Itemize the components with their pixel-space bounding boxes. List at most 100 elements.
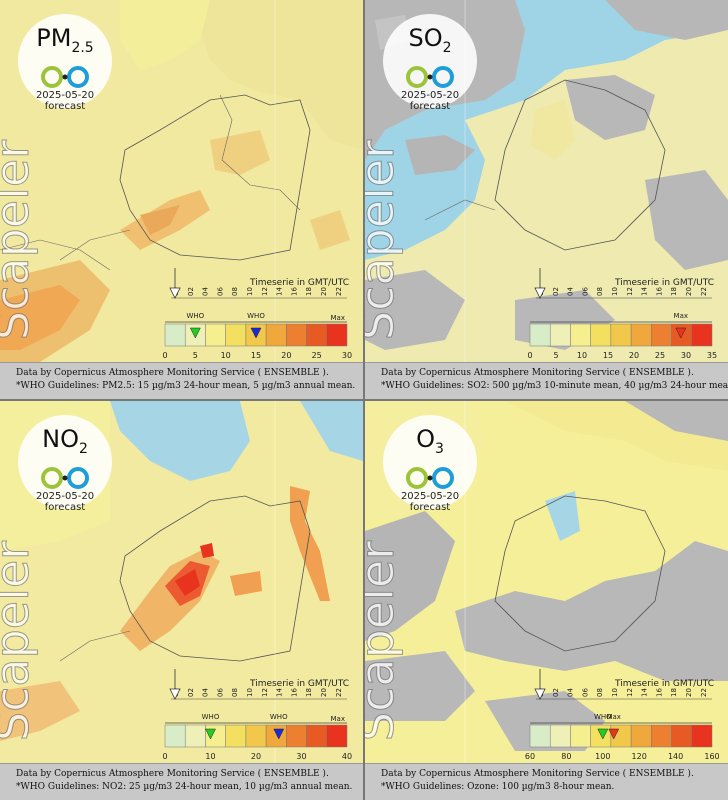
hour-tick-label: 12 (626, 688, 634, 697)
forecast-date: 2025-05-20 (35, 490, 95, 502)
marker-label: WHO (247, 312, 265, 320)
hour-tick-label: 04 (202, 688, 210, 697)
forecast-label: forecast (409, 100, 451, 112)
hour-tick-label: 14 (276, 287, 284, 296)
scale-cell (286, 724, 307, 748)
scapeler-watermark: Scapeler (0, 540, 40, 741)
scale-cell (691, 323, 713, 347)
footer-attribution: Data by Copernicus Atmosphere Monitoring… (0, 763, 363, 800)
hour-tick-label: 18 (670, 287, 678, 296)
scale-tick-label: 30 (342, 351, 352, 360)
hour-tick-label: 16 (290, 688, 298, 697)
panel-so2[interactable]: Scapeler SO2 2025-05-20 forecast Timeser… (365, 0, 728, 399)
hour-tick-label: 16 (655, 287, 663, 296)
marker-label: Max (606, 713, 620, 721)
marker-triangle (250, 327, 262, 339)
scale-cell (326, 724, 348, 748)
scale-cell (651, 724, 672, 748)
time-marker-triangle (169, 287, 181, 299)
scale-tick-label: 40 (342, 752, 352, 761)
scale-tick-label: 0 (162, 351, 167, 360)
hour-tick-label: 08 (596, 287, 604, 296)
hour-tick-label: 08 (596, 688, 604, 697)
scale-cell (570, 724, 591, 748)
scale-tick-label: 120 (632, 752, 647, 761)
hour-tick-label: 20 (320, 688, 328, 697)
footer-line-source: Data by Copernicus Atmosphere Monitoring… (16, 769, 329, 779)
panel-pm25[interactable]: Scapeler PM2.5 2025-05-20 forecast Times… (0, 0, 363, 399)
timeserie-label: Timeserie in GMT/UTC (249, 679, 349, 689)
scale-tick-label: 60 (525, 752, 535, 761)
infinity-logo-icon (406, 466, 454, 489)
scale-tick-label: 15 (251, 351, 261, 360)
o3-map (365, 401, 728, 763)
forecast-date: 2025-05-20 (35, 89, 95, 101)
forecast-label: forecast (44, 501, 86, 513)
hour-tick-label: 14 (641, 688, 649, 697)
footer-line-source: Data by Copernicus Atmosphere Monitoring… (381, 769, 694, 779)
footer-attribution: Data by Copernicus Atmosphere Monitoring… (365, 763, 728, 800)
marker-triangle (675, 327, 687, 339)
hour-tick-label: 10 (611, 287, 619, 296)
pollutant-title: O3 (416, 425, 444, 457)
marker-triangle (597, 728, 609, 740)
marker-triangle (273, 728, 285, 740)
pollutant-title: PM2.5 (36, 24, 94, 56)
scale-cell (590, 724, 612, 748)
hour-tick-label: 06 (581, 287, 589, 296)
timeserie-label: Timeserie in GMT/UTC (249, 278, 349, 288)
max-label: Max (331, 715, 345, 723)
scale-cell (306, 323, 328, 347)
time-marker-triangle (169, 688, 181, 700)
hour-tick-label: 10 (246, 688, 254, 697)
hour-tick-label: 10 (246, 287, 254, 296)
footer-attribution: Data by Copernicus Atmosphere Monitoring… (365, 362, 728, 399)
hour-tick-label: 04 (567, 287, 575, 296)
scale-cell (529, 724, 551, 748)
scapeler-watermark: Scapeler (0, 139, 40, 340)
panel-no2[interactable]: Scapeler NO2 2025-05-20 forecast Timeser… (0, 401, 363, 800)
scale-cell (630, 323, 652, 347)
forecast-date: 2025-05-20 (400, 490, 460, 502)
scale-tick-label: 25 (312, 351, 322, 360)
scale-tick-label: 35 (707, 351, 717, 360)
scale-tick-label: 25 (655, 351, 665, 360)
max-label: Max (331, 314, 345, 322)
scale-cell (245, 724, 267, 748)
scapeler-text: Scapeler (0, 541, 39, 741)
scapeler-text: Scapeler (0, 140, 39, 340)
scale-tick-label: 5 (193, 351, 198, 360)
scapeler-watermark: Scapeler (365, 540, 405, 741)
marker-triangle (608, 728, 620, 740)
scale-cell (205, 724, 226, 748)
scapeler-text: Scapeler (365, 140, 404, 340)
infinity-logo-icon (41, 466, 89, 489)
timeserie-label: Timeserie in GMT/UTC (614, 679, 714, 689)
hour-tick-label: 22 (700, 688, 708, 697)
hour-tick-label: 02 (552, 688, 560, 697)
time-marker-triangle (534, 287, 546, 299)
scapeler-text: Scapeler (365, 541, 404, 741)
hour-tick-label: 06 (216, 287, 224, 296)
scale-cell (570, 323, 591, 347)
hour-tick-label: 12 (261, 688, 269, 697)
scale-tick-label: 140 (668, 752, 683, 761)
time-marker-triangle (534, 688, 546, 700)
hour-tick-label: 02 (552, 287, 560, 296)
hour-tick-label: 04 (567, 688, 575, 697)
scale-tick-label: 20 (281, 351, 291, 360)
scale-tick-label: 80 (561, 752, 571, 761)
forecast-label: forecast (44, 100, 86, 112)
pollutant-badge: O3 2025-05-20 forecast (383, 415, 477, 513)
scale-cell (265, 724, 287, 748)
scale-tick-label: 5 (553, 351, 558, 360)
scale-cell (549, 323, 571, 347)
panel-o3[interactable]: Scapeler O3 2025-05-20 forecast Timeseri… (365, 401, 728, 800)
scale-cell (164, 323, 186, 347)
pollutant-title: SO2 (408, 24, 452, 56)
marker-label: WHO (594, 713, 612, 721)
scale-cell (651, 323, 672, 347)
timeserie-label: Timeserie in GMT/UTC (614, 278, 714, 288)
scale-cell (691, 724, 713, 748)
